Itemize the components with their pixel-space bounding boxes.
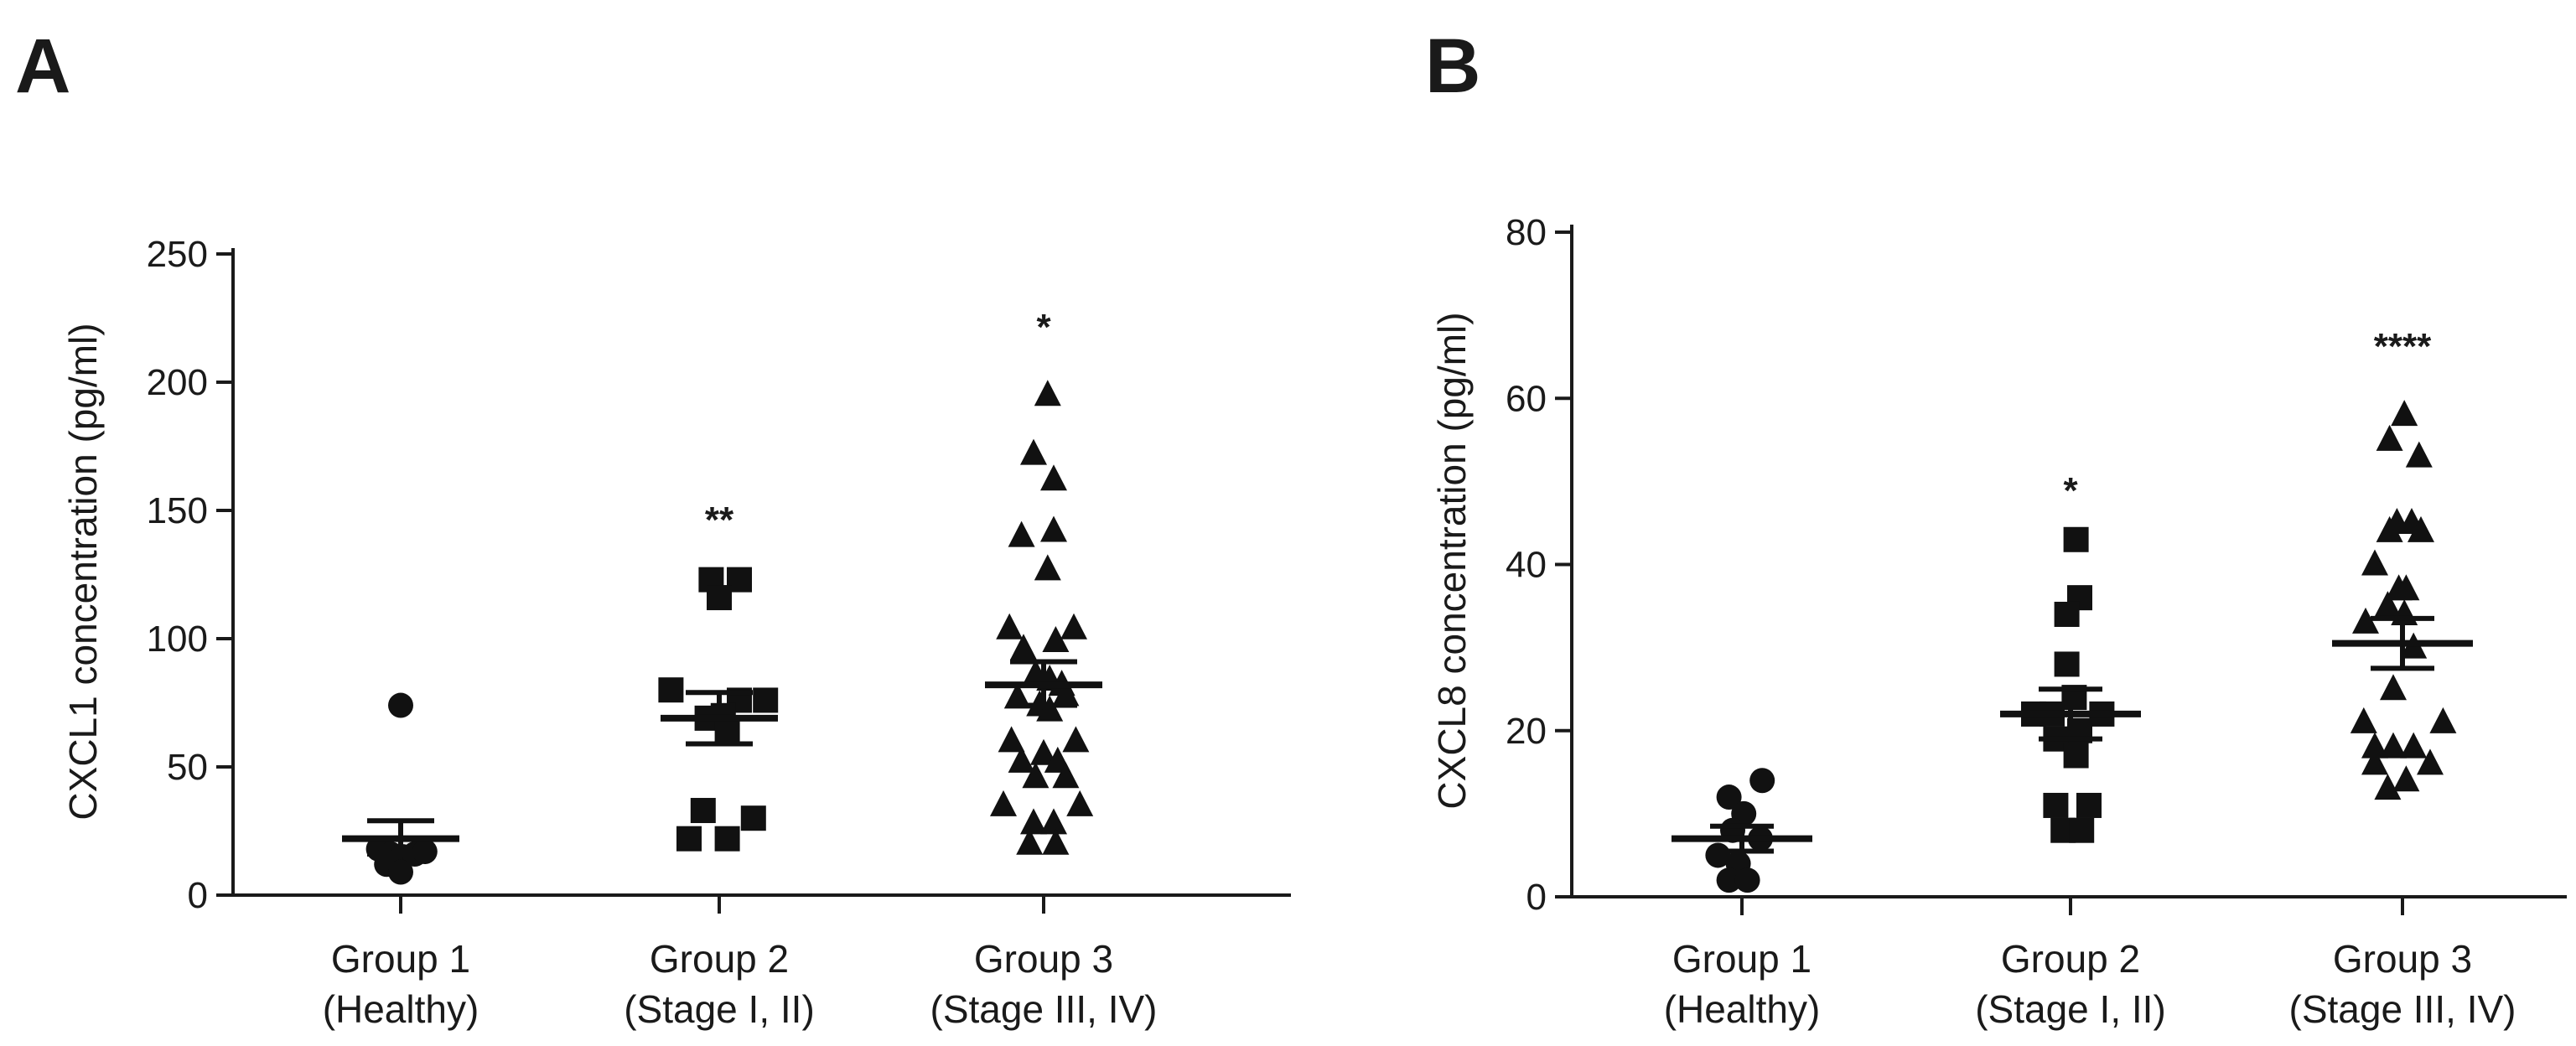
- panel-b-y-axis-title: CXCL8 concentration (pg/ml): [1430, 312, 1474, 809]
- panel-a-y-tick-label: 100: [147, 619, 208, 660]
- panel-b-category-1-line1: Group 1: [1672, 937, 1811, 981]
- panel-b-category-2-line2: (Stage I, II): [1975, 987, 2166, 1031]
- panel-b-point-circle: [1749, 768, 1775, 793]
- panel-a-y-tick-label: 150: [147, 490, 208, 531]
- panel-b-category-3-line2: (Stage III, IV): [2289, 987, 2516, 1031]
- panel-b-point-triangle: [2376, 425, 2403, 451]
- panel-b-category-2-line1: Group 2: [2001, 937, 2140, 981]
- panel-a-y-tick-label: 50: [167, 747, 208, 788]
- panel-b-point-circle: [1735, 867, 1760, 893]
- panel-b-point-triangle: [2392, 765, 2419, 791]
- panel-b-point-square: [2055, 602, 2080, 627]
- panel-a-group-2-significance: **: [705, 500, 734, 541]
- panel-a-point-triangle: [1040, 515, 1067, 541]
- panel-b-point-square: [2076, 793, 2102, 818]
- panel-a-y-tick-label: 200: [147, 362, 208, 403]
- panel-a-point-square: [707, 585, 732, 610]
- panel-a-point-triangle: [1034, 380, 1061, 406]
- panel-a-letter: A: [15, 23, 70, 109]
- panel-a-data-marks: [342, 380, 1102, 884]
- panel-b-y-tick-label: 40: [1506, 545, 1547, 586]
- panel-b-point-triangle: [2400, 733, 2427, 759]
- panel-b-point-square: [2055, 651, 2080, 676]
- panel-a-point-triangle: [1020, 439, 1047, 465]
- panel-b: B CXCL8 concentration (pg/ml) 020406080 …: [1425, 23, 2567, 1031]
- panel-b-point-triangle: [2391, 400, 2418, 426]
- panel-a-point-square: [753, 687, 778, 712]
- panel-a-point-circle: [412, 839, 438, 864]
- panel-a-point-square: [741, 805, 766, 831]
- panel-a-group-3-significance: *: [1036, 307, 1051, 348]
- panel-b-y-tick-label: 20: [1506, 711, 1547, 752]
- panel-b-y-tick-label: 80: [1506, 212, 1547, 253]
- panel-b-point-triangle: [2380, 674, 2407, 700]
- panel-b-category-3-line1: Group 3: [2333, 937, 2472, 981]
- panel-a-category-2-line1: Group 2: [650, 937, 789, 981]
- panel-a-point-triangle: [1034, 554, 1061, 580]
- panel-b-x-ticks: [1742, 897, 2402, 915]
- panel-b-y-tick-label: 0: [1526, 877, 1547, 918]
- panel-a-point-triangle: [1040, 808, 1067, 834]
- panel-a-point-square: [658, 677, 683, 702]
- panel-a-y-axis-title: CXCL1 concentration (pg/ml): [61, 323, 105, 820]
- panel-b-point-square: [2069, 818, 2094, 843]
- panel-b-point-triangle: [2406, 442, 2433, 468]
- panel-a-y-ticks: 0 50 100 150 200 250: [147, 234, 233, 916]
- panel-a-point-square: [676, 826, 702, 852]
- panel-a-category-1-line1: Group 1: [331, 937, 470, 981]
- panel-a-point-circle: [388, 693, 413, 718]
- panel-a-category-2-line2: (Stage I, II): [624, 987, 815, 1031]
- panel-b-y-ticks: 0 20 40 60 80: [1506, 212, 1572, 918]
- panel-a-point-square: [715, 826, 740, 852]
- panel-a-point-square: [691, 798, 716, 823]
- panel-a-y-tick-label: 250: [147, 234, 208, 275]
- panel-b-group-2-significance: *: [2063, 470, 2078, 511]
- panel-a-y-tick-label: 0: [188, 875, 208, 916]
- panel-a-point-triangle: [1060, 614, 1087, 640]
- panel-b-point-square: [2064, 743, 2089, 768]
- panel-b-point-triangle: [2351, 707, 2377, 733]
- panel-b-point-triangle: [2429, 707, 2456, 733]
- panel-a-point-triangle: [1040, 464, 1067, 490]
- panel-b-letter: B: [1425, 23, 1480, 109]
- panel-a-category-3-line1: Group 3: [974, 937, 1113, 981]
- panel-a-point-triangle: [996, 614, 1023, 640]
- panel-b-point-square: [2064, 527, 2089, 552]
- panel-a-category-1-line2: (Healthy): [323, 987, 479, 1031]
- panel-b-y-tick-label: 60: [1506, 378, 1547, 419]
- panel-a-point-triangle: [990, 790, 1017, 816]
- panel-a-category-3-line2: (Stage III, IV): [930, 987, 1158, 1031]
- panel-a-point-triangle: [1062, 726, 1089, 752]
- panel-b-point-triangle: [2361, 550, 2388, 576]
- panel-a-point-circle: [388, 859, 413, 884]
- panel-b-group-3-significance: ****: [2374, 326, 2432, 367]
- panel-a: A CXCL1 concentration (pg/ml) 0 50 100 150 2…: [15, 23, 1291, 1031]
- panel-a-point-triangle: [1066, 790, 1093, 816]
- panel-a-x-ticks: [401, 895, 1044, 914]
- panel-b-point-square: [2043, 793, 2068, 818]
- panel-b-category-1-line2: (Healthy): [1664, 987, 1821, 1031]
- figure: A CXCL1 concentration (pg/ml) 0 50 100 150 2…: [0, 0, 2576, 1046]
- panel-a-point-triangle: [1008, 521, 1035, 547]
